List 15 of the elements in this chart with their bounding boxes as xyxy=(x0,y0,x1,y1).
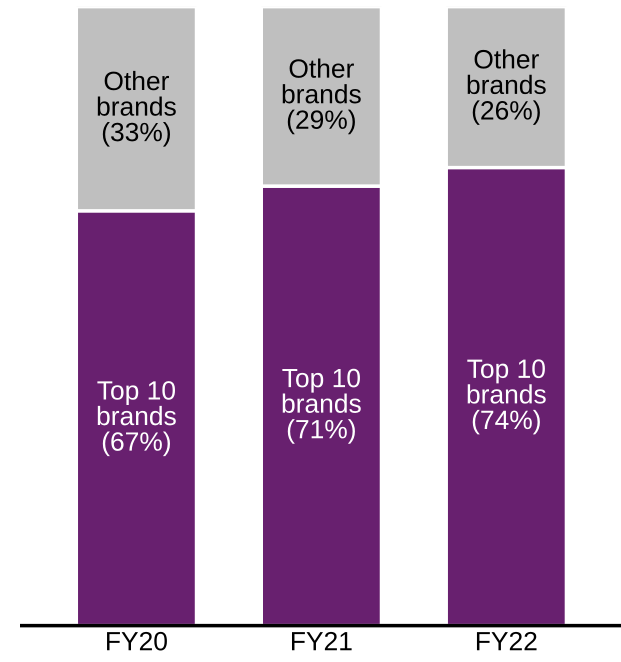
series-label: Top 10 brands xyxy=(467,359,546,404)
data-label: (33%) xyxy=(102,122,170,147)
x-tick-label: FY20 xyxy=(107,632,167,651)
x-tick-label: FY22 xyxy=(476,632,537,650)
text: Other brands xyxy=(282,58,361,104)
series-label: Other brands xyxy=(468,49,546,94)
data-label: (29%) xyxy=(288,110,355,134)
data-label: (26%) xyxy=(472,100,540,125)
data-label: (74%) xyxy=(472,410,540,434)
text: Top 10 brands xyxy=(97,381,176,426)
data-label: (71%) xyxy=(288,419,355,444)
text: Top 10 brands xyxy=(282,368,361,413)
data-label: (67%) xyxy=(102,431,170,456)
text: Other brands xyxy=(98,70,176,116)
x-tick-label: FY21 xyxy=(292,632,352,650)
